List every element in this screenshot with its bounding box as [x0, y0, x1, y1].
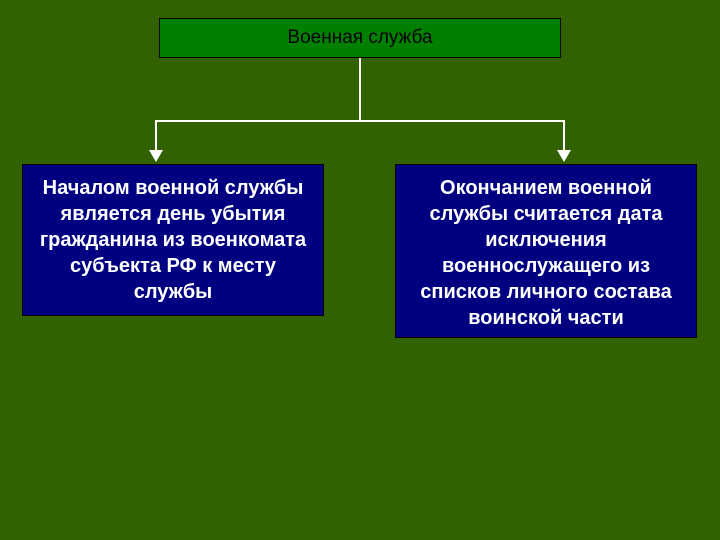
title-text: Военная служба — [287, 27, 432, 49]
box-right-text: Окончанием военной службы считается дата… — [408, 175, 684, 331]
connector-vertical-right — [563, 122, 565, 152]
box-left: Началом военной службы является день убы… — [22, 164, 324, 316]
box-left-text: Началом военной службы является день убы… — [35, 175, 311, 305]
connector-vertical-main — [359, 58, 361, 120]
box-right: Окончанием военной службы считается дата… — [395, 164, 697, 338]
arrow-left — [149, 150, 163, 162]
connector-vertical-left — [155, 122, 157, 152]
title-box: Военная служба — [159, 18, 561, 58]
arrow-right — [557, 150, 571, 162]
connector-horizontal — [155, 120, 565, 122]
